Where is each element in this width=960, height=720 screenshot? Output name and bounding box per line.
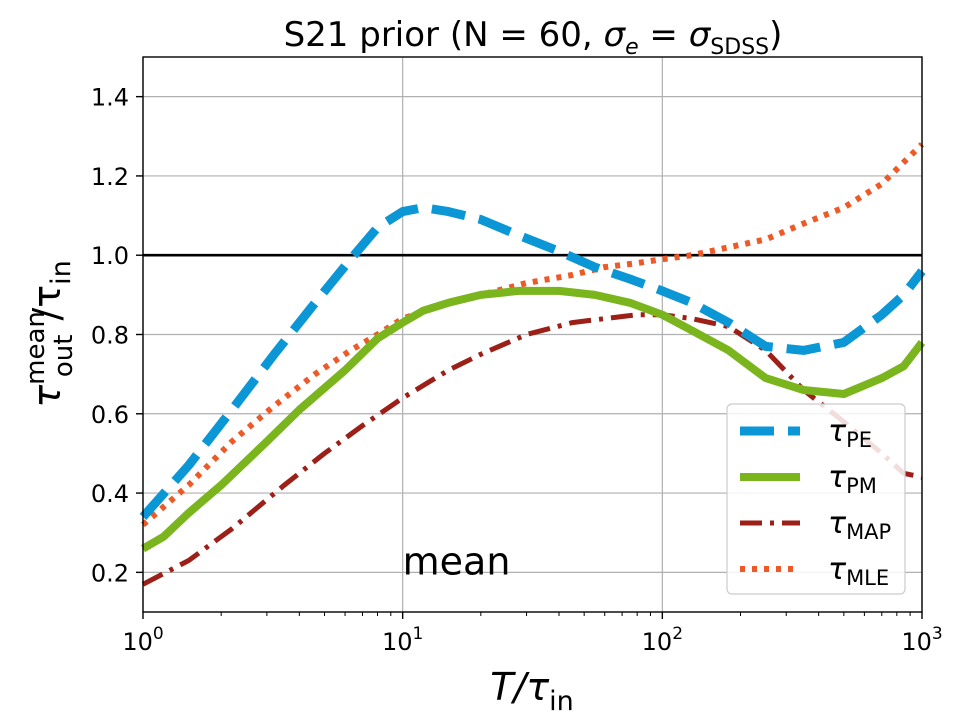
annotation-mean: mean (403, 539, 511, 583)
y-tick-label: 0.4 (91, 480, 129, 508)
legend: τPE τPM τMAP τMLE (726, 403, 906, 595)
series-line-pe (139, 203, 926, 520)
series-line-mle (141, 142, 925, 528)
x-axis-ticks: 100 101 102 103 (122, 612, 943, 656)
annotation-group: mean (403, 539, 511, 583)
y-axis-label-group: τmeanout/τin (21, 260, 79, 408)
y-axis-label: τmeanout/τin (21, 260, 79, 408)
legend-label-mle: τMLE (828, 552, 889, 590)
x-axis-label: T/τin (490, 665, 574, 717)
x-tick-label: 101 (382, 624, 423, 656)
x-tick-label: 103 (901, 624, 942, 656)
x-tick-label: 102 (642, 624, 683, 656)
legend-box (726, 403, 906, 595)
y-tick-label: 0.6 (91, 401, 129, 429)
y-tick-label: 1.4 (91, 84, 129, 112)
legend-label-pe: τPE (828, 414, 872, 452)
y-tick-label: 1.2 (91, 163, 129, 191)
y-axis-ticks: 0.2 0.4 0.6 0.8 1.0 1.2 1.4 (91, 84, 143, 587)
chart-title: S21 prior (N = 60, σe = σSDSS) (284, 15, 783, 60)
x-tick-label: 100 (122, 624, 163, 656)
y-tick-label: 1.0 (91, 242, 129, 270)
legend-label-map: τMAP (828, 506, 891, 544)
y-tick-label: 0.8 (91, 322, 129, 350)
series-line-pm (140, 286, 926, 553)
y-tick-label: 0.2 (91, 559, 129, 587)
legend-label-pm: τPM (828, 460, 877, 498)
